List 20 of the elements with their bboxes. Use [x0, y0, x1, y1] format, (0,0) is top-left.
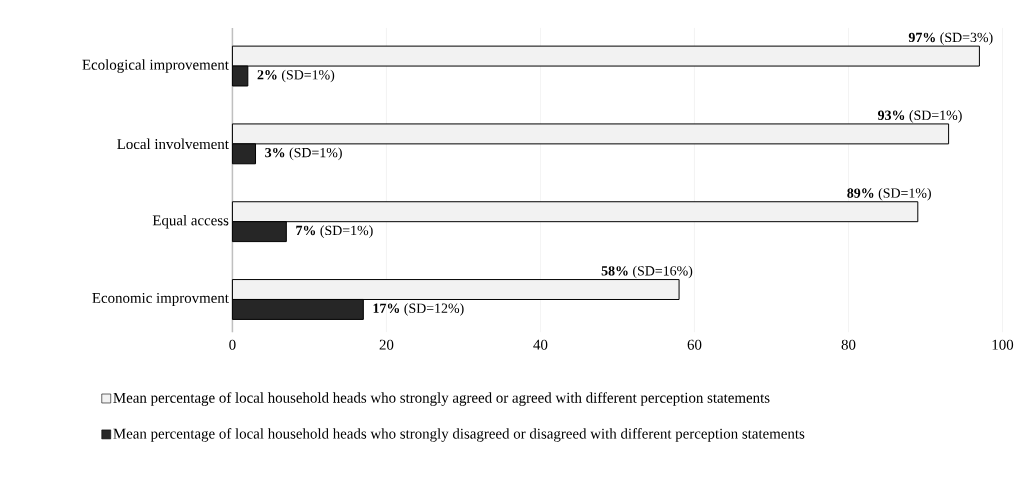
x-tick-label: 60	[687, 339, 702, 350]
legend-label: Mean percentage of local household heads who strongly disagreed or disagreed with different perception statements	[113, 428, 805, 442]
x-tick-label: 40	[533, 339, 548, 350]
x-tick-label: 0	[229, 339, 236, 350]
x-tick-label: 100	[992, 339, 1014, 350]
data-label: 17% (SD=12%)	[373, 303, 464, 316]
data-label: 58% (SD=16%)	[601, 265, 693, 279]
y-tick-label: Ecological improvement	[82, 59, 229, 73]
data-label: 89% (SD=1%)	[847, 188, 931, 201]
y-tick-label: Economic improvment	[92, 293, 229, 307]
y-tick-label: Equal access	[152, 215, 229, 229]
x-tick-label: 20	[379, 339, 394, 350]
y-tick-label: Local involvement	[117, 138, 229, 150]
data-label: 93% (SD=1%)	[878, 110, 962, 123]
data-label: 7% (SD=1%)	[296, 225, 373, 239]
legend-label: Mean percentage of local household heads who strongly agreed or agreed with different perception statements	[113, 392, 770, 406]
data-label: 97% (SD=3%)	[908, 32, 993, 46]
data-label: 3% (SD=1%)	[265, 147, 342, 161]
x-tick-label: 80	[841, 339, 856, 350]
data-label: 2% (SD=1%)	[257, 69, 335, 83]
